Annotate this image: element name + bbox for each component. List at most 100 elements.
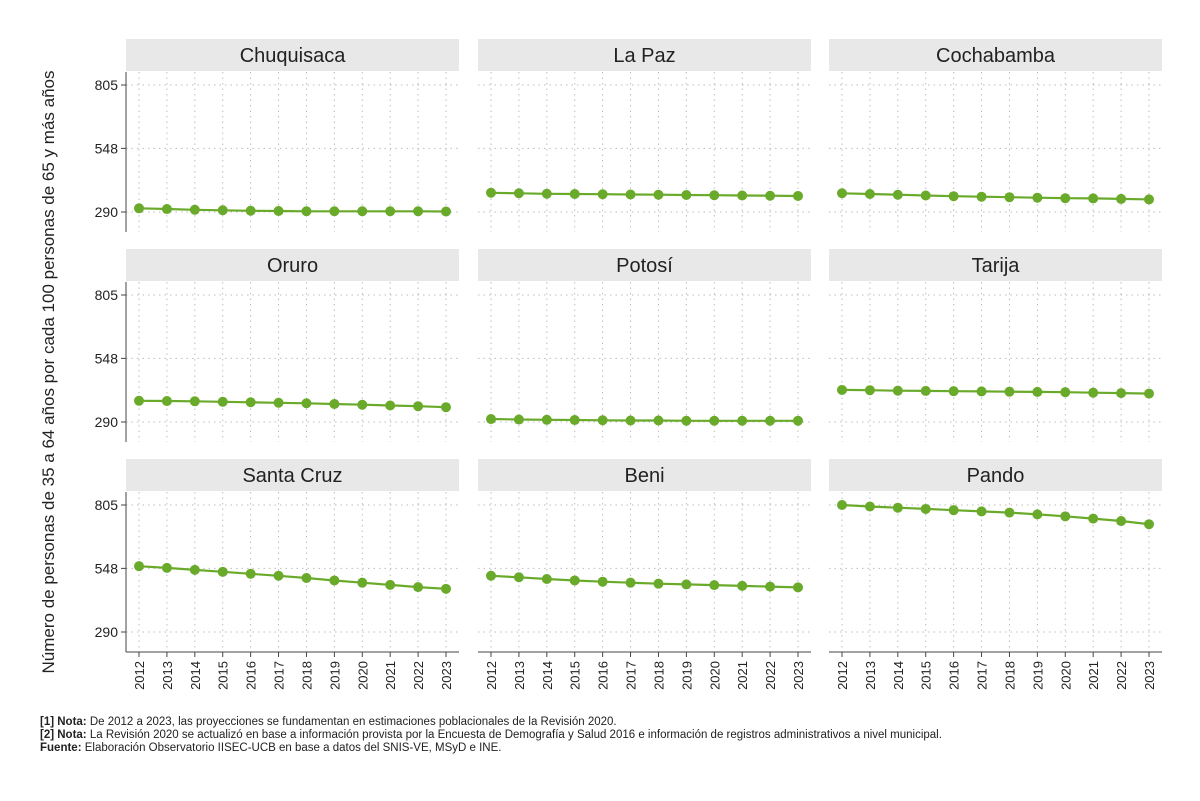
x-tick-label: 2017 bbox=[624, 661, 639, 690]
panel-title: Pando bbox=[967, 465, 1025, 487]
series-line bbox=[138, 207, 447, 213]
data-point bbox=[217, 566, 228, 577]
series-line bbox=[490, 191, 799, 198]
data-point bbox=[864, 501, 875, 512]
x-tick-label: 2021 bbox=[383, 661, 398, 690]
data-point bbox=[793, 190, 803, 201]
data-point bbox=[1088, 193, 1099, 204]
panel-strip bbox=[126, 459, 459, 491]
x-tick-label: 2013 bbox=[160, 661, 175, 690]
x-tick-label: 2013 bbox=[863, 661, 878, 690]
data-point bbox=[892, 189, 903, 200]
panel-title: Oruro bbox=[267, 255, 318, 277]
data-point bbox=[161, 204, 172, 215]
x-tick-label: 2014 bbox=[540, 661, 555, 690]
data-point bbox=[625, 415, 636, 426]
data-point bbox=[681, 189, 692, 200]
y-tick-label: 290 bbox=[95, 204, 119, 220]
data-point bbox=[189, 564, 200, 575]
data-point bbox=[569, 415, 580, 426]
x-tick-label: 2023 bbox=[791, 661, 806, 690]
panel-strip bbox=[478, 459, 811, 491]
panel-title: Beni bbox=[624, 465, 664, 487]
y-tick-label: 548 bbox=[95, 560, 119, 576]
panel-potosi: Potosí bbox=[478, 249, 811, 442]
x-tick-label: 2018 bbox=[299, 661, 314, 690]
data-point bbox=[1004, 386, 1015, 397]
data-point bbox=[1116, 388, 1127, 399]
data-point bbox=[1004, 507, 1015, 518]
data-point bbox=[357, 206, 368, 217]
data-point bbox=[1144, 388, 1154, 399]
panel-strip bbox=[829, 249, 1162, 281]
data-point bbox=[864, 188, 875, 199]
data-point bbox=[837, 500, 847, 510]
data-point bbox=[948, 191, 959, 202]
data-point bbox=[976, 386, 987, 397]
x-tick-label: 2023 bbox=[1142, 661, 1157, 690]
data-point bbox=[134, 561, 144, 572]
panel-strip bbox=[126, 39, 459, 71]
x-tick-label: 2015 bbox=[568, 661, 583, 690]
data-point bbox=[837, 188, 847, 199]
data-point bbox=[189, 396, 200, 407]
panel-strip bbox=[829, 459, 1162, 491]
data-point bbox=[329, 575, 340, 586]
data-point bbox=[569, 575, 580, 586]
data-point bbox=[441, 583, 451, 594]
data-point bbox=[301, 398, 312, 409]
data-point bbox=[948, 505, 959, 516]
data-point bbox=[597, 189, 608, 200]
panel-cochabamba: Cochabamba bbox=[829, 39, 1162, 232]
data-point bbox=[329, 206, 340, 217]
data-point bbox=[134, 395, 144, 406]
data-point bbox=[837, 384, 847, 395]
y-tick-label: 548 bbox=[95, 350, 119, 366]
x-tick-label: 2020 bbox=[355, 661, 370, 690]
x-tick-label: 2012 bbox=[835, 661, 850, 690]
data-point bbox=[1088, 513, 1099, 524]
data-point bbox=[441, 206, 451, 217]
x-tick-label: 2022 bbox=[763, 661, 778, 690]
footnotes: [1] Nota: De 2012 a 2023, las proyeccion… bbox=[40, 716, 1180, 755]
data-point bbox=[864, 385, 875, 396]
data-point bbox=[597, 415, 608, 426]
data-point bbox=[245, 397, 256, 408]
panel-title: Cochabamba bbox=[936, 45, 1056, 67]
data-point bbox=[653, 189, 664, 200]
data-point bbox=[413, 206, 424, 217]
data-point bbox=[301, 572, 312, 583]
x-tick-label: 2017 bbox=[272, 661, 287, 690]
source-note: Fuente: Elaboración Observatorio IISEC-U… bbox=[40, 742, 502, 754]
data-point bbox=[920, 503, 931, 514]
series-line bbox=[490, 417, 798, 422]
panel-strip bbox=[478, 249, 811, 281]
data-point bbox=[1060, 387, 1071, 398]
data-point bbox=[217, 205, 228, 216]
y-tick-label: 805 bbox=[95, 497, 119, 513]
data-point bbox=[541, 573, 552, 584]
data-point bbox=[948, 386, 959, 397]
series-line bbox=[490, 574, 799, 589]
x-tick-label: 2022 bbox=[411, 661, 426, 690]
x-tick-label: 2015 bbox=[919, 661, 934, 690]
panel-oruro: Oruro 290 548 805 bbox=[95, 249, 459, 442]
data-point bbox=[737, 580, 748, 591]
data-point bbox=[541, 414, 552, 425]
data-point bbox=[569, 188, 580, 199]
data-point bbox=[413, 582, 424, 593]
data-point bbox=[513, 414, 524, 425]
y-tick-label: 805 bbox=[95, 287, 119, 303]
panel-title: Chuquisaca bbox=[240, 45, 347, 67]
x-tick-label: 2018 bbox=[651, 661, 666, 690]
x-tick-label: 2012 bbox=[484, 661, 499, 690]
x-tick-label: 2016 bbox=[596, 661, 611, 690]
data-point bbox=[245, 205, 256, 216]
data-point bbox=[976, 506, 987, 517]
panel-santa-cruz: Santa Cruz 290 548 805 2012 2013 2014 2015 2016 2… bbox=[95, 459, 459, 690]
data-point bbox=[1116, 193, 1127, 204]
data-point bbox=[134, 203, 144, 214]
x-tick-label: 2019 bbox=[327, 661, 342, 690]
data-point bbox=[737, 415, 748, 426]
data-point bbox=[329, 398, 340, 409]
